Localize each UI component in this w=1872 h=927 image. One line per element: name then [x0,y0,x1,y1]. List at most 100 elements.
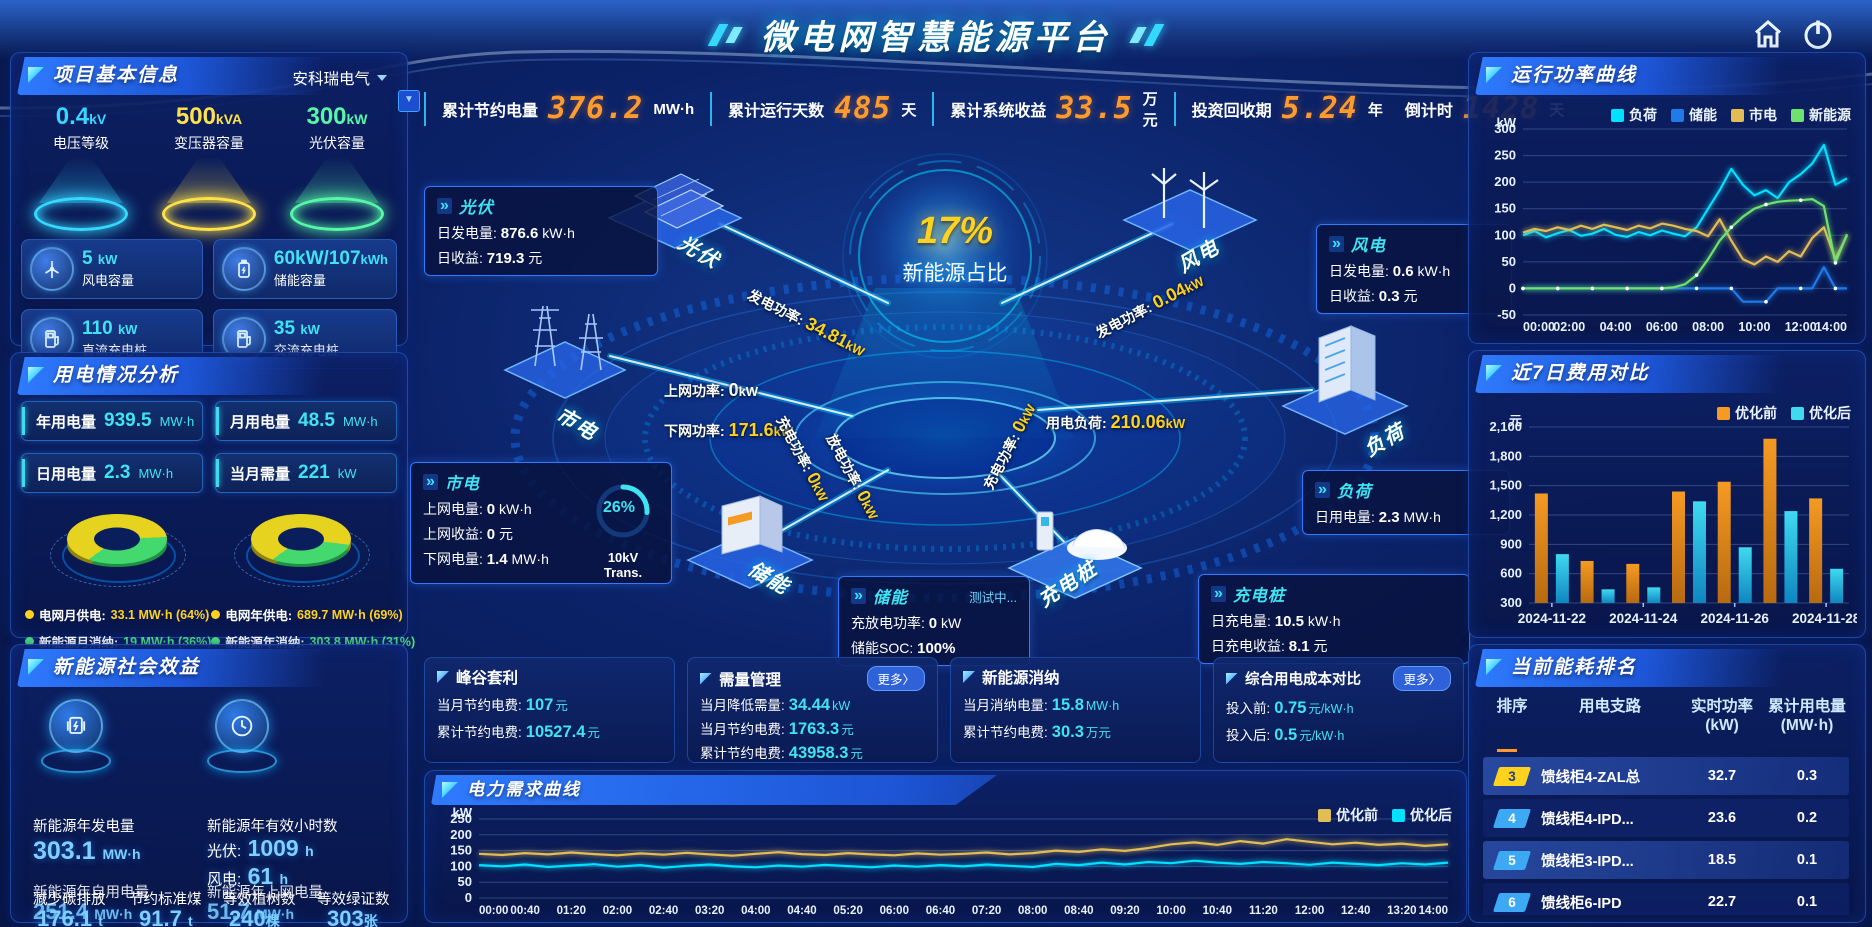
renewable-share-value: 17% [916,210,994,252]
rank-badge: 5 [1492,850,1532,870]
card-cost-comparison: 综合用电成本对比 更多〉 投入前: 0.75 元/kW·h 投入后: 0.5 元/kW·h [1213,657,1464,763]
more-button[interactable]: 更多〉 [867,666,925,691]
hours-label: 新能源年有效小时数 [207,819,338,835]
card-peak-valley-arbitrage: 峰谷套利 当月节约电费: 107 元 累计节约电费: 10527.4 元 [424,657,675,763]
svg-text:12:00: 12:00 [1785,320,1817,334]
gauge-percent: 26% [602,499,636,516]
glow-ring [290,197,384,231]
podium-label: 变压器容量 [174,135,244,151]
statsbar-collapse-button[interactable]: ▼ [398,90,420,112]
storage-node [686,495,814,589]
gen-value: 303.1 MW·h [33,837,141,865]
certs-value: 303张 [327,906,378,927]
power-curve-legend: 负荷 储能 市电 新能源 [1611,105,1851,125]
kpi-running-days: 累计运行天数 485 天 [710,92,932,126]
svg-text:kW: kW [1497,117,1517,130]
card-value: 110 [82,318,113,339]
table-row[interactable]: 3 馈线柜4-ZAL总 32.7 0.3 [1483,757,1849,795]
coal-label: 节约标准煤 [129,892,202,908]
panel-cost-compare-header: 近7日费用对比 [1475,355,1859,393]
svg-text:05:20: 05:20 [833,905,862,917]
panel-title: 项目基本信息 [53,65,180,86]
svg-text:02:00: 02:00 [603,905,632,917]
more-button[interactable]: 更多〉 [1393,666,1451,691]
chip-year-usage: 年用电量 939.5 MW·h [21,401,203,441]
panel-title: 电力需求曲线 [467,780,581,799]
coal-value: 91.7 t [139,906,193,927]
flow-to-grid: 上网功率: 0kW [664,380,759,400]
gauge-ring [596,484,650,538]
gauge-label: 10kV Trans. [603,550,643,580]
company-dropdown[interactable]: 安科瑞电气 [292,67,387,89]
card-unit: kW [117,322,138,337]
legend-grid-year: 电网年供电: 689.7 MW·h (69%) [211,605,415,624]
glow-ring [162,197,256,231]
home-button[interactable] [1750,16,1786,52]
table-row[interactable]: 5 馈线柜3-IPD... 18.5 0.1 [1483,841,1849,879]
title-left-decoration [707,23,743,46]
svg-text:13:20: 13:20 [1387,905,1416,917]
svg-text:10:00: 10:00 [1156,905,1185,917]
svg-text:50: 50 [458,874,472,889]
power-button[interactable] [1800,16,1836,52]
capacity-cards: 5 kW 风电容量 60kW/107kWh 储能容量 110 kW 直流充电桩 [21,239,397,369]
top-banner [0,0,1872,60]
chip-unit: kW [337,465,357,481]
podium-value: 300 [306,103,347,130]
podium-row: 0.4kV 电压等级 500kVA 变压器容量 300kW 光伏容量 [19,103,399,231]
donut-month [42,493,192,597]
panel-title: 新能源社会效益 [53,657,201,678]
panel-energy-ranking: 当前能耗排名 排序 用电支路 实时功率 (kW) 累计用电量 (MW·h) 3 馈线… [1468,644,1866,923]
podium-value: 0.4 [55,103,90,130]
svg-text:07:20: 07:20 [972,905,1001,917]
donut-charts [25,493,393,597]
svg-text:06:00: 06:00 [1646,320,1678,334]
wind-hours-value: 风电: 61 h [207,863,289,889]
grid-info-box: » 市电 上网电量: 0 kW·h 上网收益: 0 元 下网电量: 1.4 MW·… [410,462,672,584]
flow-load-power: 用电负荷: 210.06kW [1046,412,1186,432]
ranking-table-body: 3 馈线柜4-ZAL总 32.7 0.3 4 馈线柜4-IPD... 23.6 … [1483,757,1849,915]
chip-label: 日用电量 [36,465,97,483]
svg-text:10:00: 10:00 [1738,320,1770,334]
svg-text:600: 600 [1500,566,1522,581]
table-row[interactable]: 4 馈线柜4-IPD... 23.6 0.2 [1483,799,1849,837]
card-unit: kW [97,252,118,267]
podium-pv: 300kW 光伏容量 [275,103,399,231]
svg-text:00:00: 00:00 [479,905,508,917]
card-corner-icon [437,671,449,683]
chip-unit: MW·h [343,413,378,429]
card-corner-icon [963,671,975,683]
svg-text:2024-11-24: 2024-11-24 [1609,611,1678,626]
card-storage-capacity: 60kW/107kWh 储能容量 [212,239,397,299]
to-grid-value: 51.7 MW·h [207,899,295,924]
pedestal-ring [41,749,111,773]
certs-label: 等效绿证数 [317,892,390,908]
svg-text:00:40: 00:40 [510,905,539,917]
self-use-label: 新能源年自用电量 [33,885,149,901]
svg-text:12:40: 12:40 [1341,905,1370,917]
grid-node [503,305,627,399]
legend-grid-month: 电网月供电: 33.1 MW·h (64%) [25,605,211,624]
panel-social-benefit: 新能源社会效益 新能源年发电量 303.1 MW·h 新能源年有效小时数 光伏:… [10,644,408,927]
svg-text:-50: -50 [1497,307,1516,322]
title-right-decoration [1129,23,1165,46]
chip-label: 月用电量 [230,413,291,431]
power-curve-chart[interactable]: -50 0 50 100 150 200 250 300 kW 00:00 02:00 04:00 06… [1477,115,1857,335]
svg-text:300: 300 [1500,595,1522,610]
card-corner-icon [700,672,712,685]
svg-text:14:00: 14:00 [1419,905,1448,917]
svg-text:200: 200 [1494,174,1516,189]
svg-text:250: 250 [1494,148,1516,163]
demand-curve-chart[interactable]: 0 50 100 150 200 250 kW 00:00 00:40 01:20 02:00 02:… [433,805,1458,918]
cost-compare-chart[interactable]: 300 600 900 1,200 1,500 1,800 2,100 元 2024-11-22… [1477,413,1860,629]
chevron-right-icon: » [851,588,866,604]
light-cone [295,157,379,203]
svg-text:900: 900 [1500,536,1522,551]
card-renewable-consumption: 新能源消纳 当月消纳电量: 15.8 MW·h 累计节约电费: 30.3 万元 [950,657,1201,763]
table-row[interactable]: 6 馈线柜6-IPD 22.7 0.1 [1483,883,1849,915]
pedestal-ring [207,749,277,773]
svg-text:元: 元 [1509,415,1522,428]
panel-energy-ranking-header: 当前能耗排名 [1475,649,1859,687]
chip-unit: MW·h [159,413,195,429]
